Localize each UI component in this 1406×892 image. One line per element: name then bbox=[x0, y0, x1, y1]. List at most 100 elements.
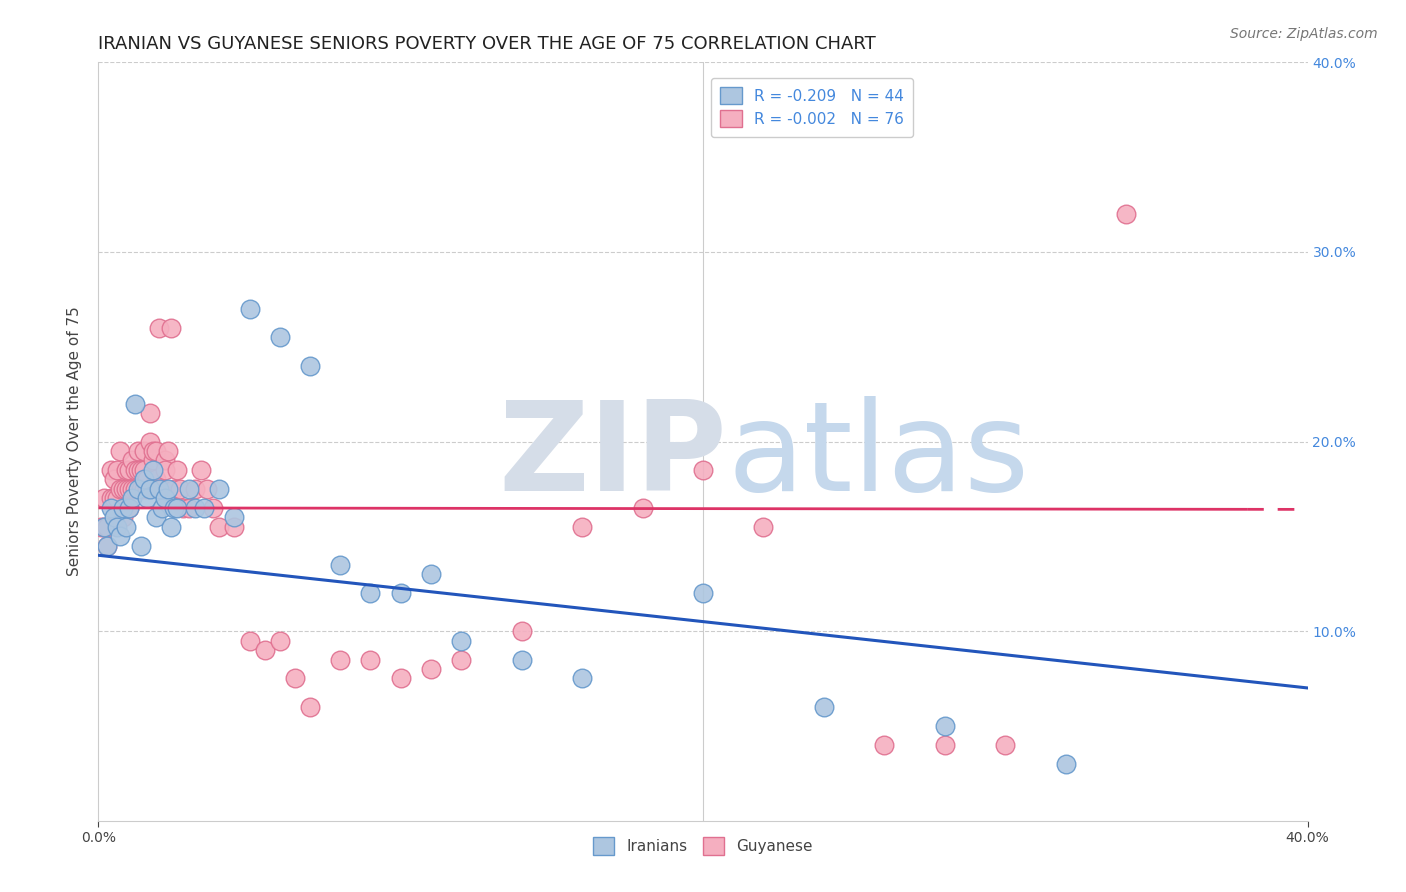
Point bbox=[156, 444, 179, 458]
Point bbox=[96, 539, 118, 553]
Point bbox=[329, 652, 352, 666]
Point bbox=[202, 500, 225, 515]
Point bbox=[163, 482, 186, 496]
Point bbox=[111, 510, 134, 524]
Point bbox=[269, 330, 291, 344]
Point bbox=[873, 738, 896, 752]
Point bbox=[124, 463, 146, 477]
Point bbox=[224, 520, 246, 534]
Point bbox=[103, 510, 125, 524]
Point bbox=[121, 491, 143, 506]
Point bbox=[103, 473, 125, 487]
Point bbox=[129, 482, 152, 496]
Point bbox=[118, 463, 141, 477]
Point bbox=[450, 633, 472, 648]
Point bbox=[124, 482, 146, 496]
Point bbox=[571, 672, 593, 686]
Point bbox=[224, 510, 246, 524]
Point bbox=[389, 586, 412, 600]
Point bbox=[114, 482, 136, 496]
Point bbox=[1054, 756, 1077, 771]
Point bbox=[389, 672, 412, 686]
Text: atlas: atlas bbox=[727, 396, 1029, 517]
Point bbox=[145, 473, 167, 487]
Point bbox=[631, 500, 654, 515]
Point bbox=[148, 482, 170, 496]
Point bbox=[139, 482, 162, 496]
Point bbox=[108, 529, 131, 543]
Point bbox=[118, 500, 141, 515]
Point bbox=[510, 624, 533, 639]
Point bbox=[132, 463, 155, 477]
Y-axis label: Seniors Poverty Over the Age of 75: Seniors Poverty Over the Age of 75 bbox=[67, 307, 83, 576]
Point bbox=[172, 500, 194, 515]
Point bbox=[179, 500, 201, 515]
Point bbox=[132, 444, 155, 458]
Point bbox=[153, 463, 176, 477]
Point bbox=[153, 453, 176, 467]
Text: ZIP: ZIP bbox=[499, 396, 727, 517]
Point bbox=[1115, 207, 1137, 221]
Point bbox=[420, 662, 443, 676]
Point bbox=[118, 500, 141, 515]
Point bbox=[129, 463, 152, 477]
Point bbox=[96, 520, 118, 534]
Point bbox=[145, 510, 167, 524]
Point bbox=[692, 463, 714, 477]
Point bbox=[156, 482, 179, 496]
Text: IRANIAN VS GUYANESE SENIORS POVERTY OVER THE AGE OF 75 CORRELATION CHART: IRANIAN VS GUYANESE SENIORS POVERTY OVER… bbox=[98, 35, 876, 53]
Point bbox=[100, 500, 122, 515]
Point bbox=[195, 482, 218, 496]
Point bbox=[284, 672, 307, 686]
Point bbox=[813, 699, 835, 714]
Point bbox=[105, 463, 128, 477]
Point bbox=[135, 482, 157, 496]
Point bbox=[208, 482, 231, 496]
Point bbox=[132, 482, 155, 496]
Point bbox=[150, 482, 173, 496]
Point bbox=[299, 699, 322, 714]
Point bbox=[239, 633, 262, 648]
Point bbox=[111, 500, 134, 515]
Point bbox=[118, 482, 141, 496]
Point bbox=[752, 520, 775, 534]
Point bbox=[129, 539, 152, 553]
Point bbox=[90, 520, 112, 534]
Point bbox=[114, 520, 136, 534]
Point bbox=[160, 520, 183, 534]
Point bbox=[184, 500, 207, 515]
Point bbox=[142, 453, 165, 467]
Point bbox=[96, 539, 118, 553]
Point bbox=[239, 301, 262, 316]
Point bbox=[121, 453, 143, 467]
Point bbox=[108, 482, 131, 496]
Point bbox=[994, 738, 1017, 752]
Point bbox=[105, 520, 128, 534]
Point bbox=[571, 520, 593, 534]
Point bbox=[169, 482, 191, 496]
Point bbox=[127, 444, 149, 458]
Point bbox=[299, 359, 322, 373]
Point bbox=[166, 463, 188, 477]
Point bbox=[190, 463, 212, 477]
Point bbox=[179, 482, 201, 496]
Point bbox=[450, 652, 472, 666]
Point bbox=[160, 320, 183, 334]
Point bbox=[135, 473, 157, 487]
Point bbox=[420, 567, 443, 582]
Point bbox=[150, 500, 173, 515]
Point bbox=[103, 491, 125, 506]
Point bbox=[253, 643, 276, 657]
Point bbox=[93, 491, 115, 506]
Point bbox=[121, 482, 143, 496]
Point bbox=[510, 652, 533, 666]
Point bbox=[108, 444, 131, 458]
Point bbox=[127, 482, 149, 496]
Point bbox=[105, 491, 128, 506]
Point bbox=[114, 463, 136, 477]
Point bbox=[93, 520, 115, 534]
Point bbox=[124, 396, 146, 410]
Point bbox=[360, 586, 382, 600]
Point bbox=[692, 586, 714, 600]
Point bbox=[208, 520, 231, 534]
